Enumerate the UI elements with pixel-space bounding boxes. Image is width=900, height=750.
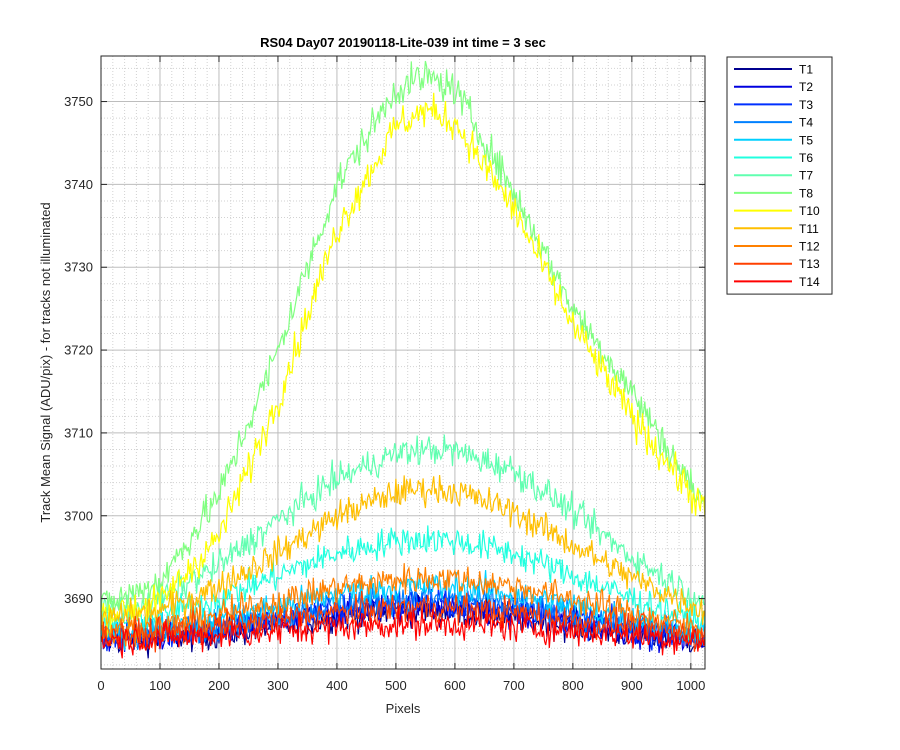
y-axis-label: Track Mean Signal (ADU/pix) - for tracks…	[38, 202, 53, 522]
series-line-t11	[100, 474, 706, 629]
legend-label-t12: T12	[799, 240, 820, 254]
series-line-t8	[100, 60, 706, 615]
legend-label-t2: T2	[799, 80, 813, 94]
x-axis-label: Pixels	[386, 701, 421, 716]
legend-label-t14: T14	[799, 275, 820, 289]
x-tick-label: 200	[208, 678, 230, 693]
x-tick-label: 300	[267, 678, 289, 693]
legend-label-t11: T11	[799, 222, 819, 236]
x-tick-label: 900	[621, 678, 643, 693]
legend-label-t5: T5	[799, 133, 813, 147]
axis-ticks	[100, 56, 705, 669]
x-tick-label: 700	[503, 678, 525, 693]
legend-label-t4: T4	[799, 116, 813, 130]
x-tick-label: 600	[444, 678, 466, 693]
y-tick-label: 3750	[64, 94, 93, 109]
y-tick-label: 3710	[64, 425, 93, 440]
legend-label-t1: T1	[799, 63, 813, 77]
y-tick-label: 3700	[64, 508, 93, 523]
series-line-t12	[100, 563, 706, 649]
series-line-t7	[100, 434, 706, 629]
x-tick-label: 400	[326, 678, 348, 693]
series-line-t14	[100, 606, 706, 659]
x-tick-label: 0	[97, 678, 104, 693]
series-line-t6	[100, 525, 706, 641]
y-tick-labels: 3690 3700 3710 3720 3730 3740 3750	[64, 94, 93, 606]
y-tick-label: 3740	[64, 177, 93, 192]
legend-label-t8: T8	[799, 186, 813, 200]
x-tick-label: 500	[385, 678, 407, 693]
legend-label-t3: T3	[799, 98, 813, 112]
legend: T1 T2 T3 T4 T5 T6 T7 T8 T10 T11 T12 T13 T14	[726, 56, 833, 295]
series-line-t10	[100, 92, 706, 638]
chart-title: RS04 Day07 20190118-Lite-039 int time = …	[260, 35, 546, 50]
series-layer	[100, 60, 706, 659]
legend-label-t13: T13	[799, 257, 820, 271]
plot-area	[101, 56, 705, 669]
y-tick-label: 3720	[64, 343, 93, 358]
x-tick-label: 1000	[676, 678, 705, 693]
plot-frame	[100, 55, 706, 670]
legend-label-t6: T6	[799, 151, 813, 165]
x-tick-labels: 0 100 200 300 400 500 600 700 800 900 1000	[97, 678, 705, 693]
x-tick-label: 800	[562, 678, 584, 693]
y-tick-label: 3730	[64, 260, 93, 275]
x-tick-label: 100	[149, 678, 171, 693]
legend-label-t7: T7	[799, 169, 813, 183]
y-tick-label: 3690	[64, 591, 93, 606]
legend-label-t10: T10	[799, 204, 820, 218]
